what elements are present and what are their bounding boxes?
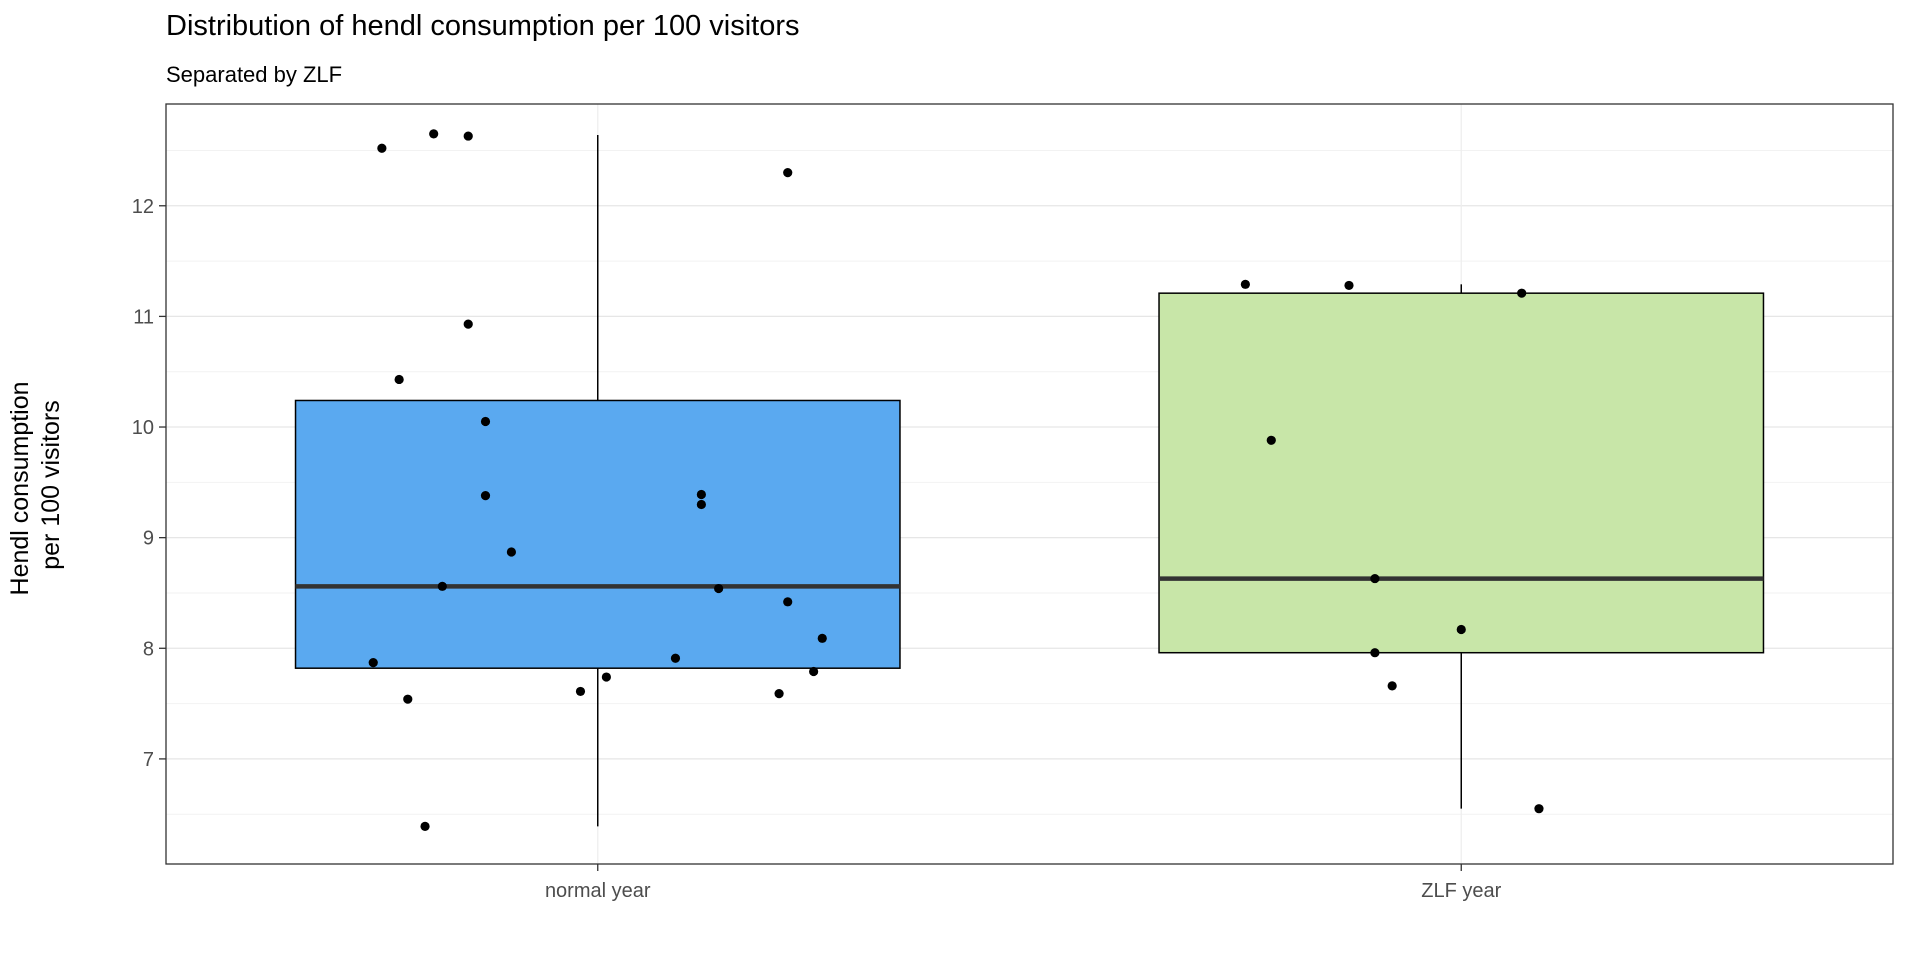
data-point (1344, 281, 1353, 290)
data-point (714, 584, 723, 593)
data-point (1388, 681, 1397, 690)
data-point (377, 144, 386, 153)
y-tick-label: 12 (132, 196, 154, 218)
data-point (1267, 436, 1276, 445)
data-point (697, 490, 706, 499)
y-axis-title: Hendl consumption per 100 visitors (6, 375, 65, 596)
box-normal-year (296, 400, 900, 668)
x-axis: normal year ZLF year (545, 864, 1502, 902)
data-point (395, 375, 404, 384)
data-point (1457, 625, 1466, 634)
data-point (783, 168, 792, 177)
box-group (296, 135, 1764, 826)
data-point (507, 547, 516, 556)
data-point (429, 129, 438, 138)
data-point (481, 417, 490, 426)
data-point (1241, 280, 1250, 289)
y-tick-label: 9 (143, 528, 154, 550)
data-point (602, 672, 611, 681)
y-tick-label: 8 (143, 638, 154, 660)
data-point (403, 695, 412, 704)
data-point (464, 320, 473, 329)
y-axis-title-line-2: per 100 visitors (37, 400, 65, 570)
data-point (1534, 804, 1543, 813)
data-point (1370, 574, 1379, 583)
data-point (783, 597, 792, 606)
data-point (1370, 648, 1379, 657)
box-zlf-year (1159, 293, 1763, 653)
data-point (809, 667, 818, 676)
data-point (576, 687, 585, 696)
data-point (697, 500, 706, 509)
x-tick-label: normal year (545, 880, 651, 902)
data-point (818, 634, 827, 643)
data-point (774, 689, 783, 698)
y-tick-label: 11 (133, 306, 154, 328)
data-point (420, 822, 429, 831)
y-tick-label: 7 (143, 749, 154, 771)
y-axis: 7 8 9 10 11 12 (132, 196, 166, 771)
data-point (438, 582, 447, 591)
data-point (671, 654, 680, 663)
x-tick-label: ZLF year (1421, 880, 1501, 902)
data-point (481, 491, 490, 500)
data-point (1517, 289, 1526, 298)
y-tick-label: 10 (132, 417, 154, 439)
data-point (369, 658, 378, 667)
y-axis-title-line-1: Hendl consumption (6, 381, 34, 595)
data-point (464, 131, 473, 140)
